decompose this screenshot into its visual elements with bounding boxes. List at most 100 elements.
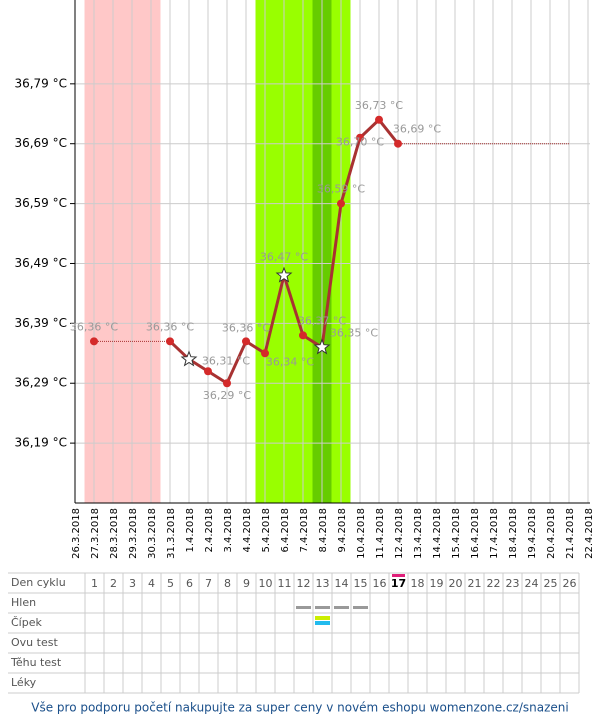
day-number: 7	[205, 577, 212, 590]
point	[261, 349, 269, 358]
row-label: Ovu test	[11, 636, 58, 649]
x-tick-label: 19.4.2018	[527, 508, 538, 559]
x-tick-label: 5.4.2018	[261, 508, 272, 553]
x-tick-label: 4.4.2018	[242, 508, 253, 553]
x-tick-label: 12.4.2018	[394, 508, 405, 559]
x-tick-label: 10.4.2018	[356, 508, 367, 559]
day-number: 1	[91, 577, 98, 590]
y-tick-label: 36,19 °C	[14, 436, 67, 450]
x-tick-label: 16.4.2018	[470, 508, 481, 559]
day-number: 13	[316, 577, 330, 590]
x-tick-label: 3.4.2018	[223, 508, 234, 553]
x-tick-label: 29.3.2018	[128, 508, 139, 559]
hlen-mark	[315, 606, 330, 609]
star-point	[180, 350, 198, 367]
day-number: 17	[391, 577, 406, 590]
point-label: 36,29 °C	[203, 389, 251, 402]
x-tick-label: 20.4.2018	[546, 508, 557, 559]
x-tick-label: 6.4.2018	[280, 508, 291, 553]
point	[204, 367, 212, 376]
day-number: 2	[110, 577, 117, 590]
row-label: Čípek	[11, 616, 42, 629]
x-tick-label: 30.3.2018	[147, 508, 158, 559]
point-label: 36,35 °C	[330, 326, 378, 339]
point-label: 36,36 °C	[146, 320, 194, 333]
star-point	[275, 266, 293, 283]
point-label: 36,73 °C	[355, 99, 403, 112]
x-tick-label: 31.3.2018	[166, 508, 177, 559]
day-number: 25	[544, 577, 558, 590]
temperature-line	[320, 203, 343, 348]
y-tick-label: 36,49 °C	[14, 256, 67, 270]
y-tick-label: 36,39 °C	[14, 316, 67, 330]
x-tick-label: 11.4.2018	[375, 508, 386, 559]
day-number: 8	[224, 577, 231, 590]
x-tick-label: 2.4.2018	[204, 508, 215, 553]
day-number: 11	[278, 577, 292, 590]
temperature-line	[282, 274, 305, 336]
hlen-mark	[334, 606, 349, 609]
row-label: Léky	[11, 676, 37, 689]
x-tick-label: 27.3.2018	[90, 508, 101, 559]
point	[299, 331, 307, 340]
point-label: 36,36 °C	[222, 321, 270, 334]
footer-link[interactable]: Vše pro podporu početí nakupujte za supe…	[31, 701, 568, 715]
y-tick-label: 36,79 °C	[14, 76, 67, 90]
day-number: 22	[487, 577, 501, 590]
x-tick-label: 18.4.2018	[508, 508, 519, 559]
point	[166, 337, 174, 346]
point	[223, 379, 231, 388]
current-day-marker	[392, 574, 405, 577]
day-number: 23	[506, 577, 520, 590]
x-tick-label: 14.4.2018	[432, 508, 443, 559]
x-tick-label: 28.3.2018	[109, 508, 120, 559]
temperature-line	[263, 275, 286, 354]
x-tick-label: 17.4.2018	[489, 508, 500, 559]
day-number: 15	[354, 577, 368, 590]
temperature-line	[377, 118, 400, 145]
day-number: 24	[525, 577, 539, 590]
x-tick-label: 9.4.2018	[337, 508, 348, 553]
point	[394, 139, 402, 148]
x-tick-label: 8.4.2018	[318, 508, 329, 553]
cipek-mark	[315, 621, 330, 625]
day-number: 21	[468, 577, 482, 590]
x-tick-label: 15.4.2018	[451, 508, 462, 559]
row-label: Hlen	[11, 596, 36, 609]
point-label: 36,69 °C	[393, 123, 441, 136]
x-tick-label: 1.4.2018	[185, 508, 196, 553]
day-number: 12	[297, 577, 311, 590]
temperature-line	[339, 137, 362, 205]
cipek-mark	[315, 616, 330, 620]
day-number: 18	[411, 577, 425, 590]
day-number: 26	[563, 577, 577, 590]
day-number: 5	[167, 577, 174, 590]
point	[242, 337, 250, 346]
point-label: 36,47 °C	[260, 250, 308, 263]
row-label: Těhu test	[10, 656, 62, 669]
hlen-mark	[296, 606, 311, 609]
point	[375, 115, 383, 124]
x-tick-label: 7.4.2018	[299, 508, 310, 553]
x-tick-label: 13.4.2018	[413, 508, 424, 559]
point-label: 36,37 °C	[298, 314, 346, 327]
point	[356, 133, 364, 142]
hlen-mark	[353, 606, 368, 609]
temperature-line	[225, 340, 248, 384]
point-label: 36,70 °C	[336, 136, 384, 149]
point	[90, 337, 98, 346]
point-label: 36,34 °C	[266, 355, 314, 368]
day-number: 6	[186, 577, 193, 590]
y-tick-label: 36,69 °C	[14, 136, 67, 150]
y-tick-label: 36,59 °C	[14, 196, 67, 210]
point	[337, 199, 345, 208]
star-point	[313, 338, 331, 355]
day-number: 9	[243, 577, 250, 590]
day-number: 20	[449, 577, 463, 590]
x-tick-label: 22.4.2018	[584, 508, 595, 559]
temperature-line	[358, 118, 381, 139]
day-number: 3	[129, 577, 136, 590]
day-number: 16	[373, 577, 387, 590]
day-number: 14	[335, 577, 349, 590]
